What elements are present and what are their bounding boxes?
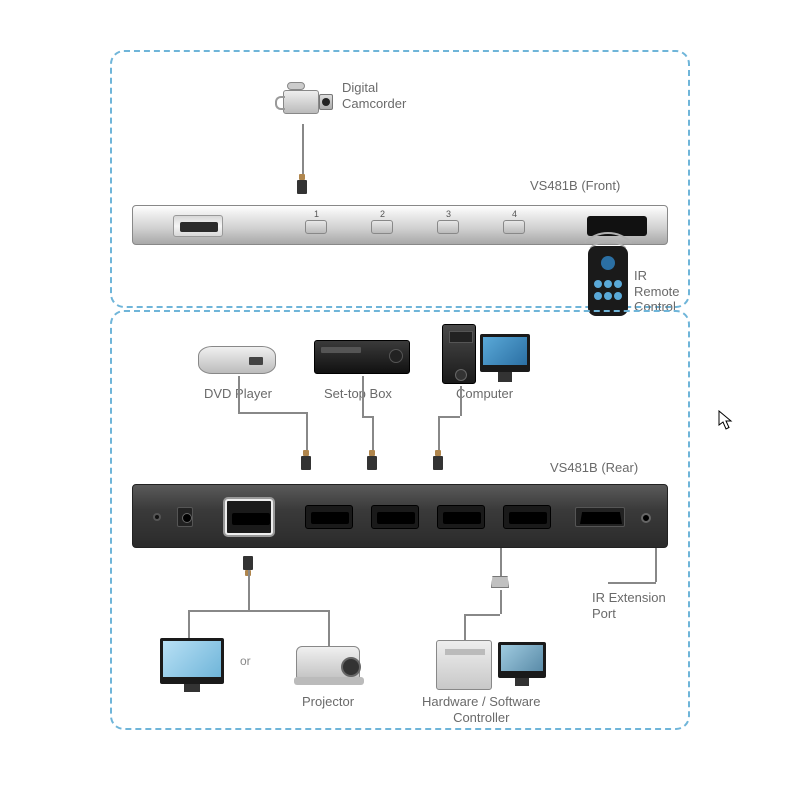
controller-monitor-icon bbox=[498, 642, 546, 678]
computer-tower-icon bbox=[442, 324, 476, 384]
wire-serial-d bbox=[464, 614, 466, 640]
wire-camcorder bbox=[302, 124, 304, 180]
camcorder-icon bbox=[275, 80, 335, 124]
projector-label: Projector bbox=[302, 694, 354, 710]
or-label: or bbox=[240, 654, 251, 668]
serial-plug-icon bbox=[491, 576, 509, 588]
set-top-box-icon bbox=[314, 340, 410, 374]
switch-rear-icon bbox=[132, 484, 668, 548]
ir-ext-jack-icon bbox=[641, 513, 651, 523]
power-led-icon bbox=[153, 513, 161, 521]
front-button-3: 3 bbox=[437, 220, 459, 234]
ir-remote-icon bbox=[588, 246, 628, 316]
wire-serial-b bbox=[500, 590, 502, 614]
ir-remote-label: IR Remote Control bbox=[634, 268, 690, 315]
hdmi-in4-port-icon bbox=[503, 505, 551, 529]
front-button-1: 1 bbox=[305, 220, 327, 234]
wire-dvd-b bbox=[238, 412, 306, 414]
hdmi-plug-icon bbox=[301, 456, 311, 470]
cursor-icon bbox=[718, 410, 734, 435]
computer-monitor-icon bbox=[480, 334, 530, 372]
hdmi-plug-icon bbox=[297, 180, 307, 194]
wire-serial-a bbox=[500, 548, 502, 576]
wire-irext-a bbox=[655, 548, 657, 582]
wire-serial-c bbox=[464, 614, 500, 616]
wire-pc-a bbox=[460, 386, 462, 416]
wire-dvd-a bbox=[238, 376, 240, 412]
wire-stb-b bbox=[362, 416, 372, 418]
rs232-port-icon bbox=[575, 507, 625, 527]
wire-out-b bbox=[188, 610, 328, 612]
wire-out-a bbox=[248, 570, 250, 610]
computer-label: Computer bbox=[456, 386, 513, 402]
front-button-4: 4 bbox=[503, 220, 525, 234]
ir-ext-label: IR Extension Port bbox=[592, 590, 666, 621]
dvd-player-icon bbox=[198, 346, 276, 374]
controller-box-icon bbox=[436, 640, 492, 690]
hdmi-in2-port-icon bbox=[371, 505, 419, 529]
hdmi-plug-icon bbox=[367, 456, 377, 470]
hdmi-in3-port-icon bbox=[437, 505, 485, 529]
rear-title: VS481B (Rear) bbox=[550, 460, 638, 476]
front-button-2: 2 bbox=[371, 220, 393, 234]
wire-irext-b bbox=[608, 582, 656, 584]
projector-icon bbox=[296, 646, 360, 682]
diagram-frame: Digital Camcorder VS481B (Front) 1 2 3 4… bbox=[110, 50, 690, 730]
controller-label: Hardware / Software Controller bbox=[422, 694, 541, 725]
hdmi-plug-icon bbox=[243, 556, 253, 570]
dc-jack-icon bbox=[177, 507, 193, 527]
wire-out-d bbox=[328, 610, 330, 646]
camcorder-label: Digital Camcorder bbox=[342, 80, 406, 111]
front-hdmi-port-icon bbox=[173, 215, 223, 237]
wire-out-c bbox=[188, 610, 190, 638]
wire-stb-a bbox=[362, 376, 364, 416]
hdmi-in1-port-icon bbox=[305, 505, 353, 529]
front-title: VS481B (Front) bbox=[530, 178, 620, 194]
tv-icon bbox=[160, 638, 224, 684]
hdmi-out-port-icon bbox=[225, 499, 273, 535]
hdmi-plug-icon bbox=[433, 456, 443, 470]
stb-label: Set-top Box bbox=[324, 386, 392, 402]
wire-pc-b bbox=[438, 416, 460, 418]
